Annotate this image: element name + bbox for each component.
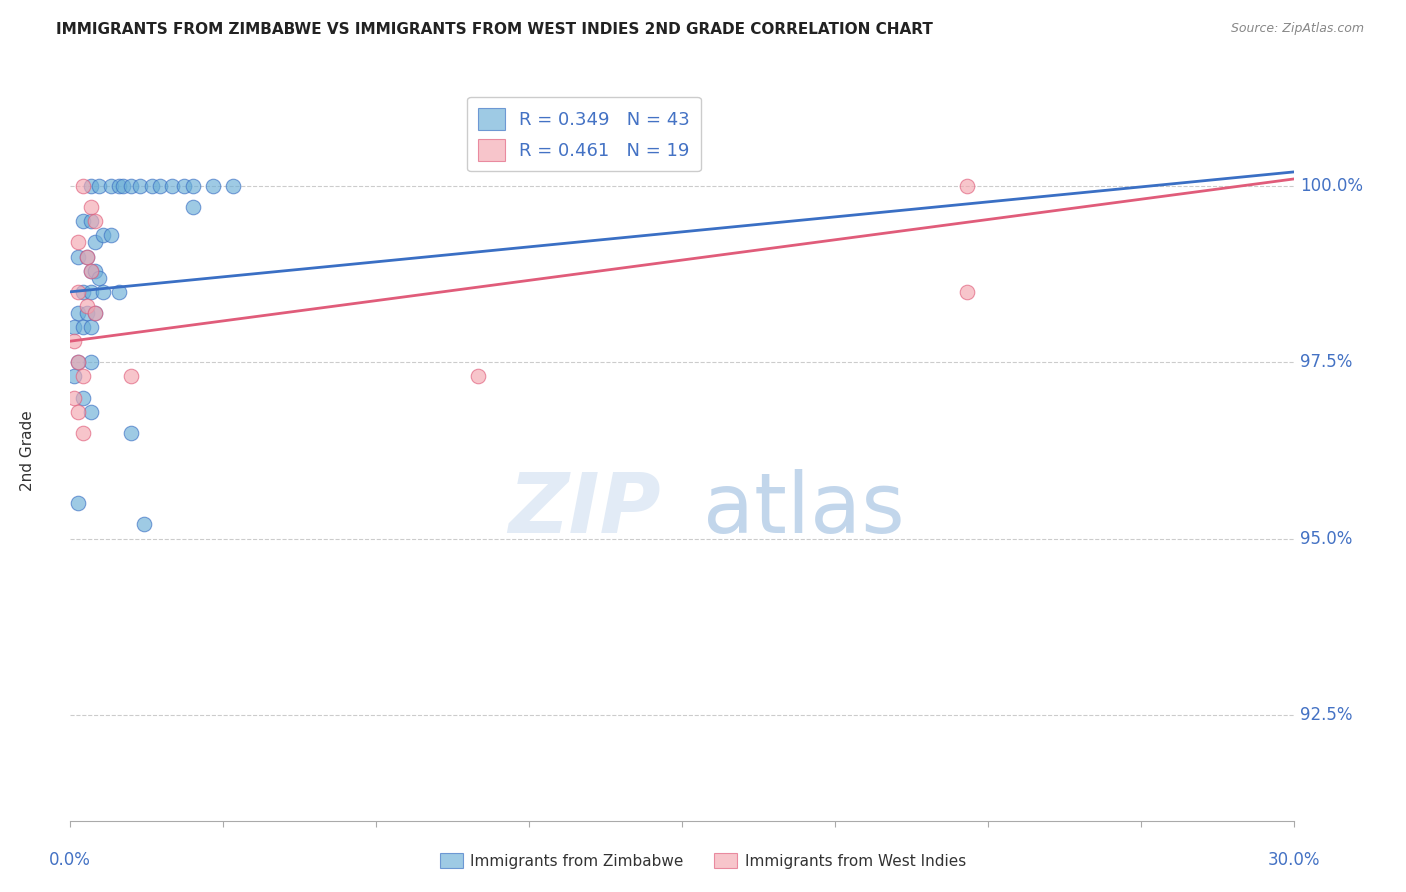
Text: 97.5%: 97.5% — [1301, 353, 1353, 371]
Point — [83, 214, 105, 228]
Text: 95.0%: 95.0% — [1301, 530, 1353, 548]
Point — [67, 306, 90, 320]
Point — [72, 425, 94, 440]
Point — [108, 179, 131, 194]
Point — [67, 285, 90, 299]
Text: 0.0%: 0.0% — [49, 851, 91, 869]
Point — [72, 320, 94, 334]
Text: 92.5%: 92.5% — [1301, 706, 1353, 724]
Point — [79, 263, 103, 277]
Point — [91, 285, 114, 299]
Point — [72, 179, 94, 194]
Point — [83, 306, 105, 320]
Point — [63, 320, 86, 334]
Point — [83, 306, 105, 320]
Point — [100, 179, 122, 194]
Text: ZIP: ZIP — [508, 469, 661, 550]
Text: IMMIGRANTS FROM ZIMBABWE VS IMMIGRANTS FROM WEST INDIES 2ND GRADE CORRELATION CH: IMMIGRANTS FROM ZIMBABWE VS IMMIGRANTS F… — [56, 22, 934, 37]
Point — [63, 391, 86, 405]
Point — [91, 228, 114, 243]
Point — [76, 250, 98, 264]
Point — [67, 250, 90, 264]
Point — [87, 179, 110, 194]
Text: 30.0%: 30.0% — [1267, 851, 1320, 869]
Point — [63, 369, 86, 384]
Point — [173, 179, 195, 194]
Point — [72, 214, 94, 228]
Point — [67, 235, 90, 250]
Point — [83, 235, 105, 250]
Point — [83, 263, 105, 277]
Point — [79, 285, 103, 299]
Text: Source: ZipAtlas.com: Source: ZipAtlas.com — [1230, 22, 1364, 36]
Point — [79, 214, 103, 228]
Point — [956, 285, 979, 299]
Point — [132, 517, 155, 532]
Point — [67, 355, 90, 369]
Point — [79, 320, 103, 334]
Point — [76, 306, 98, 320]
Point — [79, 405, 103, 419]
Point — [63, 334, 86, 348]
Point — [181, 179, 204, 194]
Point — [72, 391, 94, 405]
Point — [79, 200, 103, 214]
Text: 100.0%: 100.0% — [1301, 177, 1364, 195]
Point — [181, 200, 204, 214]
Legend: R = 0.349   N = 43, R = 0.461   N = 19: R = 0.349 N = 43, R = 0.461 N = 19 — [467, 96, 702, 171]
Point — [79, 263, 103, 277]
Point — [67, 355, 90, 369]
Point — [67, 405, 90, 419]
Point — [108, 285, 131, 299]
Point — [87, 270, 110, 285]
Point — [112, 179, 135, 194]
Point — [79, 355, 103, 369]
Point — [141, 179, 163, 194]
Point — [76, 299, 98, 313]
Point — [67, 496, 90, 510]
Point — [121, 179, 143, 194]
Point — [956, 179, 979, 194]
Text: 2nd Grade: 2nd Grade — [20, 410, 35, 491]
Point — [72, 285, 94, 299]
Point — [467, 369, 489, 384]
Point — [121, 425, 143, 440]
Point — [222, 179, 245, 194]
Text: atlas: atlas — [703, 469, 905, 550]
Point — [202, 179, 225, 194]
Point — [79, 179, 103, 194]
Point — [100, 228, 122, 243]
Point — [72, 369, 94, 384]
Point — [149, 179, 172, 194]
Point — [121, 369, 143, 384]
Point — [76, 250, 98, 264]
Point — [162, 179, 183, 194]
Legend: Immigrants from Zimbabwe, Immigrants from West Indies: Immigrants from Zimbabwe, Immigrants fro… — [433, 847, 973, 875]
Point — [128, 179, 150, 194]
